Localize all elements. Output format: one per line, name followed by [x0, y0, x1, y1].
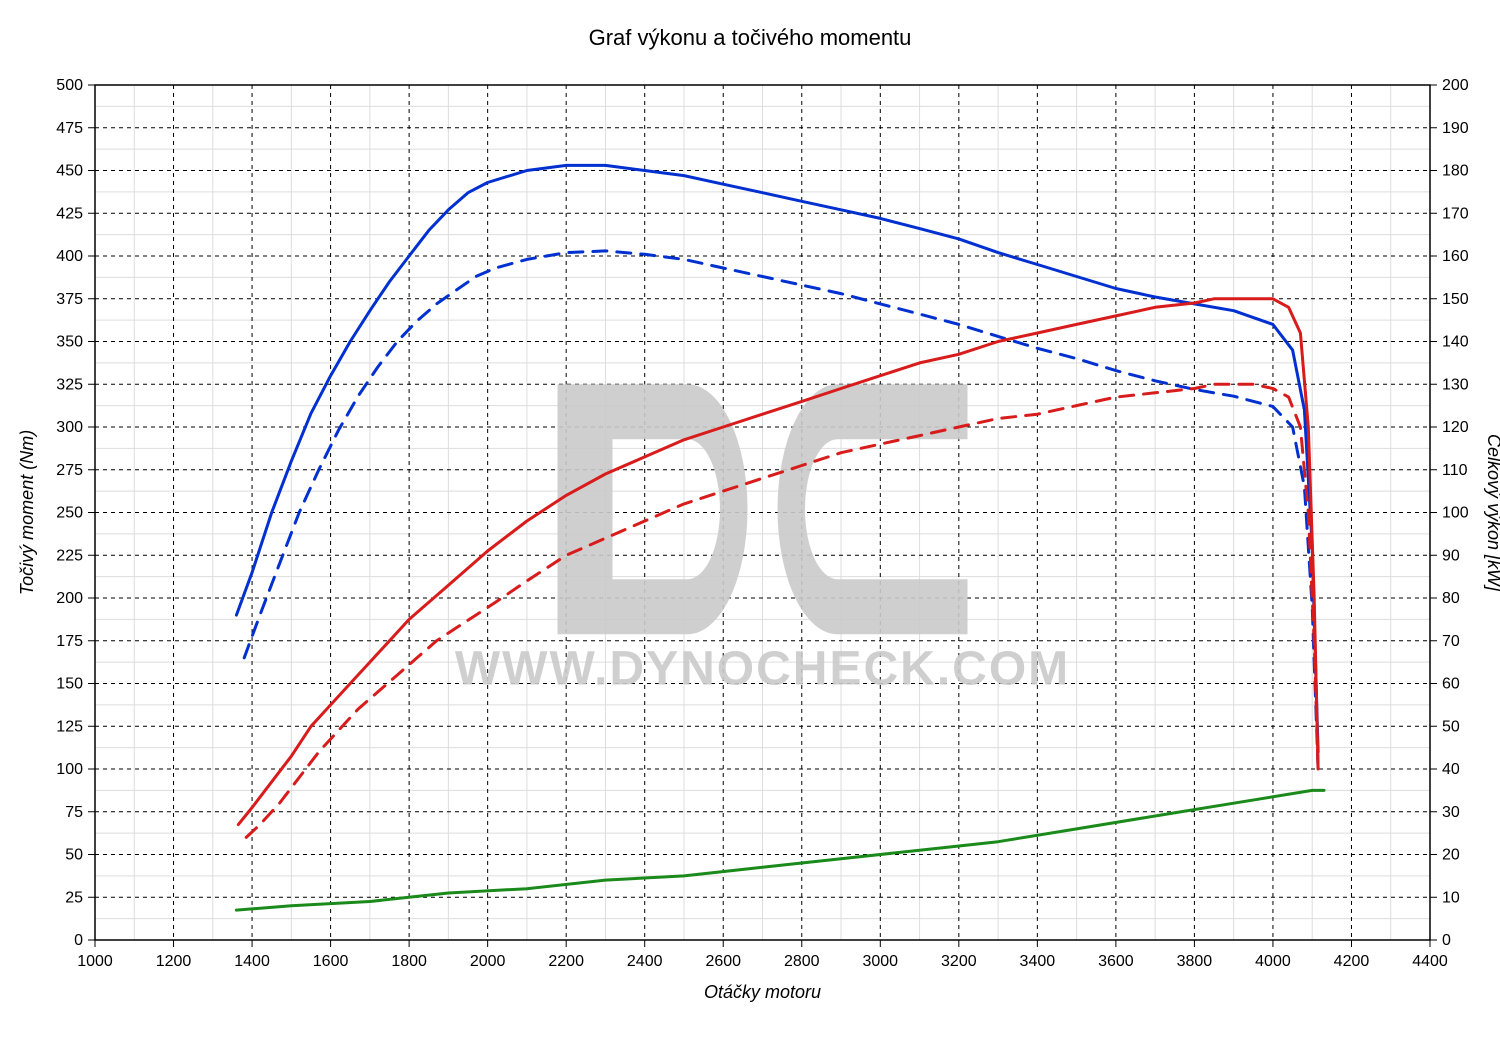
x-tick-label: 3800 — [1177, 953, 1213, 970]
y-left-tick-label: 300 — [56, 419, 83, 436]
y-right-tick-label: 190 — [1442, 120, 1469, 137]
y-left-tick-label: 75 — [65, 804, 83, 821]
y-left-tick-label: 175 — [56, 633, 83, 650]
y-right-tick-label: 20 — [1442, 847, 1460, 864]
y-right-tick-label: 40 — [1442, 761, 1460, 778]
y-right-tick-label: 180 — [1442, 163, 1469, 180]
y-right-tick-label: 0 — [1442, 932, 1451, 949]
y-left-tick-label: 225 — [56, 547, 83, 564]
x-tick-label: 2400 — [627, 953, 663, 970]
y-left-tick-label: 450 — [56, 163, 83, 180]
x-tick-label: 1000 — [77, 953, 113, 970]
y-left-tick-label: 200 — [56, 590, 83, 607]
x-tick-label: 1800 — [391, 953, 427, 970]
y-right-axis-label: Celkový výkon [kW] — [1484, 434, 1500, 592]
x-tick-label: 2800 — [784, 953, 820, 970]
y-left-tick-label: 0 — [74, 932, 83, 949]
x-tick-label: 3200 — [941, 953, 977, 970]
y-left-tick-label: 500 — [56, 77, 83, 94]
x-tick-label: 4200 — [1334, 953, 1370, 970]
y-left-tick-label: 250 — [56, 505, 83, 522]
y-right-tick-label: 70 — [1442, 633, 1460, 650]
y-left-tick-label: 50 — [65, 847, 83, 864]
y-right-tick-label: 30 — [1442, 804, 1460, 821]
x-tick-label: 1200 — [156, 953, 192, 970]
y-right-tick-label: 110 — [1442, 462, 1468, 479]
y-left-tick-label: 400 — [56, 248, 83, 265]
x-tick-label: 1600 — [313, 953, 349, 970]
y-right-tick-label: 170 — [1442, 205, 1469, 222]
y-right-tick-label: 60 — [1442, 676, 1460, 693]
y-right-tick-label: 90 — [1442, 547, 1460, 564]
y-left-tick-label: 350 — [56, 334, 83, 351]
x-tick-label: 1400 — [234, 953, 270, 970]
x-tick-label: 3000 — [862, 953, 898, 970]
y-right-tick-label: 10 — [1442, 889, 1460, 906]
y-left-axis-label: Točivý moment (Nm) — [17, 430, 37, 595]
y-right-tick-label: 160 — [1442, 248, 1469, 265]
y-right-tick-label: 130 — [1442, 376, 1469, 393]
x-tick-label: 4000 — [1255, 953, 1291, 970]
x-tick-label: 2200 — [548, 953, 584, 970]
y-left-tick-label: 275 — [56, 462, 83, 479]
y-left-tick-label: 375 — [56, 291, 83, 308]
x-tick-label: 3600 — [1098, 953, 1134, 970]
x-tick-label: 3400 — [1020, 953, 1056, 970]
y-left-tick-label: 475 — [56, 120, 83, 137]
y-right-tick-label: 150 — [1442, 291, 1469, 308]
y-left-tick-label: 100 — [56, 761, 83, 778]
x-tick-label: 4400 — [1412, 953, 1448, 970]
y-left-tick-label: 425 — [56, 205, 83, 222]
y-left-tick-label: 150 — [56, 676, 83, 693]
y-right-tick-label: 50 — [1442, 718, 1460, 735]
x-tick-label: 2600 — [705, 953, 741, 970]
dyno-chart: WWW.DYNOCHECK.COM10001200140016001800200… — [0, 0, 1500, 1041]
y-right-tick-label: 120 — [1442, 419, 1469, 436]
x-axis-label: Otáčky motoru — [704, 982, 821, 1002]
y-right-tick-label: 200 — [1442, 77, 1469, 94]
y-left-tick-label: 125 — [56, 718, 83, 735]
watermark-url: WWW.DYNOCHECK.COM — [455, 642, 1070, 695]
y-right-tick-label: 100 — [1442, 505, 1469, 522]
y-left-tick-label: 25 — [65, 889, 83, 906]
chart-title: Graf výkonu a točivého momentu — [589, 25, 912, 50]
y-left-tick-label: 325 — [56, 376, 83, 393]
x-tick-label: 2000 — [470, 953, 506, 970]
y-right-tick-label: 140 — [1442, 334, 1469, 351]
y-right-tick-label: 80 — [1442, 590, 1460, 607]
